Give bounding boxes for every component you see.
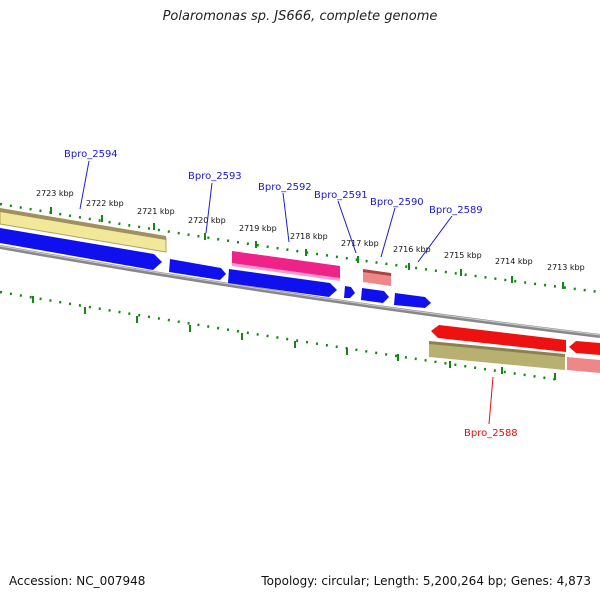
genome-backbone — [0, 245, 600, 338]
cds-forward[interactable] — [228, 269, 337, 297]
tick-label: 2714 kbp — [495, 257, 533, 266]
cds-forward[interactable] — [0, 228, 162, 270]
tick-label: 2723 kbp — [36, 189, 74, 198]
cds-forward[interactable] — [394, 293, 431, 308]
tick-label: 2721 kbp — [137, 207, 175, 216]
outer-ruler-major-ticks — [50, 207, 564, 289]
tick-label: 2722 kbp — [86, 199, 124, 208]
inner-ruler-major-ticks — [32, 296, 556, 380]
gene-label[interactable]: Bpro_2591 — [314, 190, 368, 201]
feature-olive[interactable] — [429, 343, 565, 370]
tick-label: 2716 kbp — [393, 245, 431, 254]
cds-reverse[interactable] — [569, 341, 600, 355]
tick-label: 2719 kbp — [239, 224, 277, 233]
cds-forward[interactable] — [169, 259, 226, 280]
reverse-label-leader — [488, 376, 494, 425]
cds-forward[interactable] — [344, 286, 355, 298]
accession-text: Accession: NC_007948 — [9, 574, 146, 588]
forward-cds — [0, 228, 431, 308]
tick-label: 2715 kbp — [444, 251, 482, 260]
tick-label: 2720 kbp — [188, 216, 226, 225]
gene-label[interactable]: Bpro_2590 — [370, 197, 424, 208]
forward-label-leaders — [79, 160, 453, 263]
gene-label[interactable]: Bpro_2588 — [464, 428, 518, 439]
gene-label[interactable]: Bpro_2593 — [188, 171, 242, 182]
gene-label[interactable]: Bpro_2589 — [429, 205, 483, 216]
gene-label[interactable]: Bpro_2592 — [258, 182, 312, 193]
outer-ruler — [0, 202, 600, 294]
cds-reverse[interactable] — [431, 325, 566, 352]
tick-label: 2717 kbp — [341, 239, 379, 248]
tick-label: 2713 kbp — [547, 263, 585, 272]
cds-forward[interactable] — [361, 288, 389, 303]
map-title: Polaromonas sp. JS666, complete genome — [162, 9, 438, 24]
feature-salmon[interactable] — [567, 357, 600, 373]
genome-summary: Topology: circular; Length: 5,200,264 bp… — [261, 574, 591, 588]
tick-labels: 2723 kbp 2722 kbp 2721 kbp 2720 kbp 2719… — [36, 189, 585, 272]
reverse-cds — [431, 325, 600, 355]
gene-label[interactable]: Bpro_2594 — [64, 149, 118, 160]
tick-label: 2718 kbp — [290, 232, 328, 241]
feature-pink[interactable] — [232, 251, 340, 280]
